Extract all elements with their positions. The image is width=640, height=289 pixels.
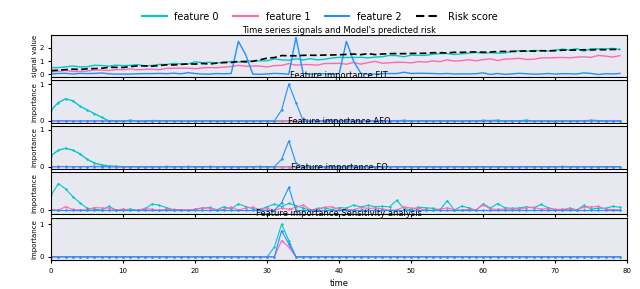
Title: Feature importance Sensitivity analysis: Feature importance Sensitivity analysis xyxy=(256,209,422,218)
Y-axis label: importance: importance xyxy=(31,173,38,213)
Y-axis label: signal value: signal value xyxy=(31,35,38,77)
Title: Feature importance FO: Feature importance FO xyxy=(291,163,388,172)
Legend: feature 0, feature 1, feature 2, Risk score: feature 0, feature 1, feature 2, Risk sc… xyxy=(138,8,502,25)
Title: Time series signals and Model's predicted risk: Time series signals and Model's predicte… xyxy=(242,26,436,35)
Y-axis label: importance: importance xyxy=(31,127,38,167)
Title: Feature importance FIT: Feature importance FIT xyxy=(291,71,388,80)
Y-axis label: importance: importance xyxy=(31,82,38,122)
Title: Feature importance AFO: Feature importance AFO xyxy=(288,117,390,126)
X-axis label: time: time xyxy=(330,279,349,288)
Y-axis label: importance: importance xyxy=(31,219,38,259)
